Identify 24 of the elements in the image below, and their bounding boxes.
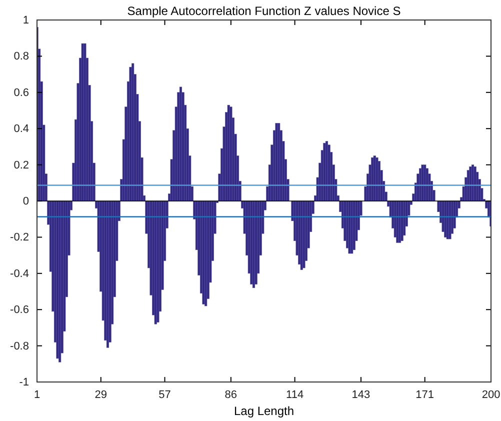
y-tick-label: 0.2 <box>14 159 29 172</box>
x-tick-label: 29 <box>94 388 108 401</box>
chart-title: Sample Autocorrelation Function Z values Novice S <box>127 4 401 18</box>
bar <box>466 170 470 202</box>
x-tick-label: 171 <box>416 388 434 401</box>
x-tick-label: 114 <box>286 388 304 401</box>
x-tick-label: 57 <box>158 388 171 401</box>
bar <box>448 200 452 240</box>
x-tick-label: 1 <box>34 388 40 401</box>
x-tick-label: 86 <box>224 388 238 401</box>
y-tick-label: -1 <box>19 376 29 389</box>
y-tick-label: 0.6 <box>14 86 29 99</box>
y-tick-label: -0.2 <box>10 232 29 244</box>
y-tick-label: 1 <box>22 14 29 27</box>
y-tick-label: -0.4 <box>10 268 29 280</box>
x-tick-label: 143 <box>352 388 370 401</box>
y-tick-label: 0.8 <box>14 50 29 63</box>
y-tick-label: 0.4 <box>14 123 29 136</box>
y-tick-label: -0.6 <box>10 304 29 316</box>
x-axis-title: Lag Length <box>234 404 294 418</box>
y-tick-label: -0.8 <box>10 340 29 352</box>
y-tick-label: 0 <box>22 196 29 208</box>
x-tick-label: 200 <box>482 388 500 401</box>
bar <box>378 161 380 202</box>
